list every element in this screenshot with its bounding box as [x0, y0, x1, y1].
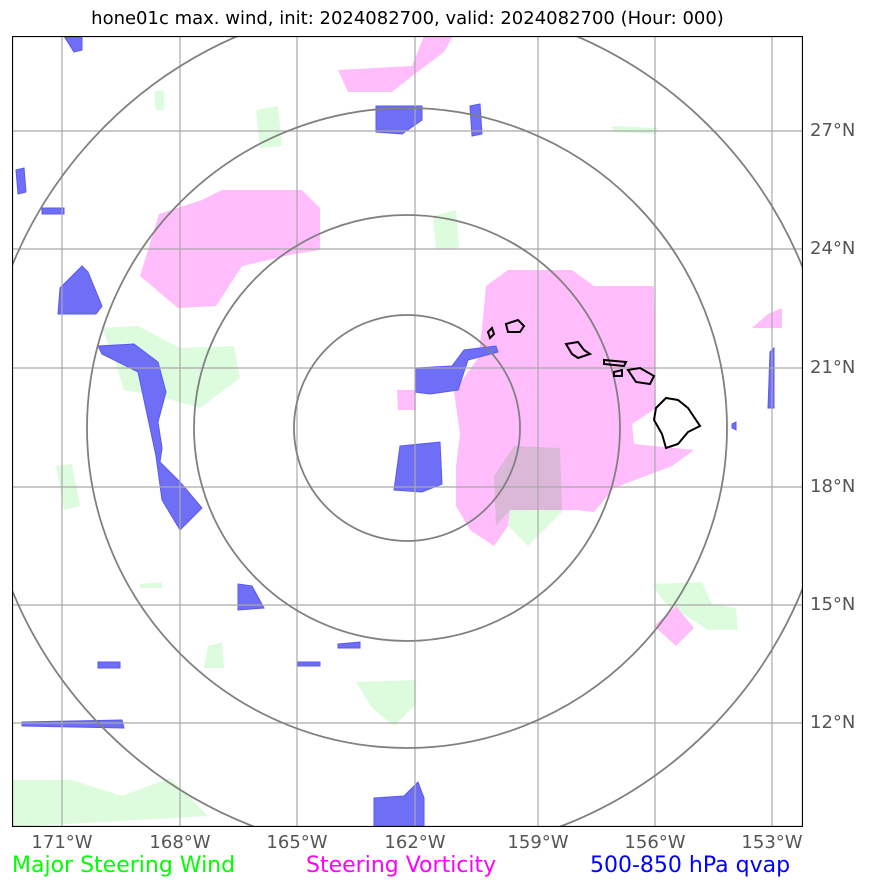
qvap-area [97, 661, 121, 669]
map-panel[interactable] [12, 36, 803, 827]
lat-label-21n: 21°N [810, 357, 856, 378]
qvap-area [375, 105, 423, 135]
map-border [12, 36, 803, 827]
lat-label-24n: 24°N [810, 238, 856, 259]
maui-outline [626, 366, 656, 386]
qvap-area [15, 167, 27, 195]
qvap-area [469, 103, 483, 137]
steering-wind-area [140, 582, 162, 588]
qvap-area [393, 441, 443, 493]
lon-label-156w: 156°W [624, 832, 686, 853]
steering-wind-area [256, 106, 282, 148]
lon-label-153w: 153°W [741, 832, 803, 853]
qvap-area [21, 719, 125, 729]
kauai-outline [504, 318, 526, 333]
qvap-area [41, 207, 65, 215]
lon-label-171w: 171°W [31, 832, 93, 853]
steering-wind-area [12, 778, 208, 827]
lat-label-18n: 18°N [810, 476, 856, 497]
qvap-area [57, 265, 103, 315]
range-ring [193, 214, 621, 642]
range-ring [86, 107, 728, 749]
steering-wind-area [154, 90, 164, 110]
steering-wind-area [204, 642, 224, 668]
legend-steering-wind: Major Steering Wind [12, 853, 236, 878]
steering-vorticity-area [397, 390, 416, 410]
range-ring [293, 314, 521, 542]
qvap-area [731, 421, 737, 431]
legend-steering-vorticity: Steering Vorticity [306, 853, 497, 878]
niihau-outline [486, 326, 496, 340]
qvap-area [414, 345, 499, 395]
coastline [486, 318, 702, 450]
qvap-area [237, 583, 265, 611]
lat-label-12n: 12°N [810, 712, 856, 733]
hawaii-island-outline [652, 396, 702, 450]
range-rings [12, 36, 803, 827]
qvap-area [297, 661, 321, 667]
steering-vorticity-area [654, 606, 694, 646]
steering-wind-area [652, 582, 738, 630]
lat-label-15n: 15°N [810, 594, 856, 615]
lat-label-27n: 27°N [810, 120, 856, 141]
overlap-area [494, 446, 562, 526]
steering-vorticity-area [338, 36, 453, 92]
qvap-layer [15, 36, 775, 827]
steering-vorticity-area [752, 308, 782, 328]
lon-label-162w: 162°W [384, 832, 446, 853]
plot-title: hone01c max. wind, init: 2024082700, val… [91, 8, 724, 29]
qvap-area [337, 641, 361, 649]
gridlines [12, 36, 803, 827]
qvap-area [767, 346, 775, 409]
lon-label-159w: 159°W [507, 832, 569, 853]
lanai-outline [613, 368, 623, 377]
molokai-outline [603, 358, 628, 368]
lon-label-165w: 165°W [266, 832, 328, 853]
steering-wind-area [433, 210, 459, 250]
steering-wind-area [612, 126, 658, 134]
qvap-area [63, 36, 83, 53]
lon-label-168w: 168°W [149, 832, 211, 853]
legend-qvap: 500-850 hPa qvap [590, 853, 791, 878]
steering-wind-area [102, 326, 240, 408]
steering-wind-area [356, 680, 416, 726]
oahu-outline [564, 340, 593, 360]
qvap-area [373, 781, 425, 827]
